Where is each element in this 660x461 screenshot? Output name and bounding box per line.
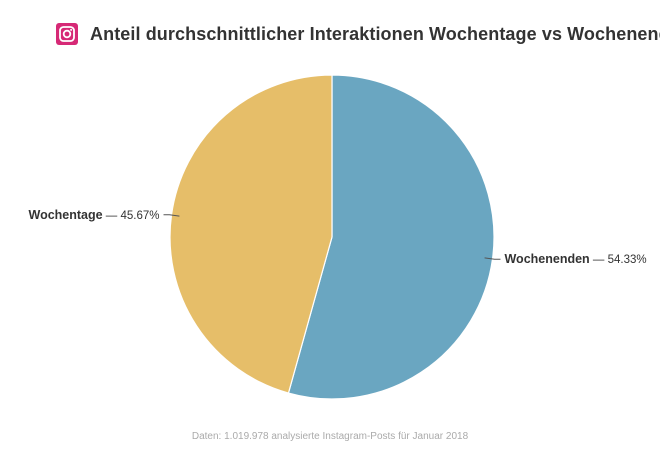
leader-line-wochenenden — [484, 257, 501, 260]
leader-line-wochentage — [163, 214, 180, 217]
instagram-icon — [56, 23, 78, 45]
chart-header: Anteil durchschnittlicher Interaktionen … — [56, 21, 660, 47]
chart-title: Anteil durchschnittlicher Interaktionen … — [90, 23, 660, 44]
data-label-wochenenden: Wochenenden — 54.33% — [504, 252, 646, 266]
source-note: Daten: 1.019.978 analysierte Instagram-P… — [191, 431, 469, 442]
data-label-wochentage: Wochentage — 45.67% — [29, 208, 160, 222]
